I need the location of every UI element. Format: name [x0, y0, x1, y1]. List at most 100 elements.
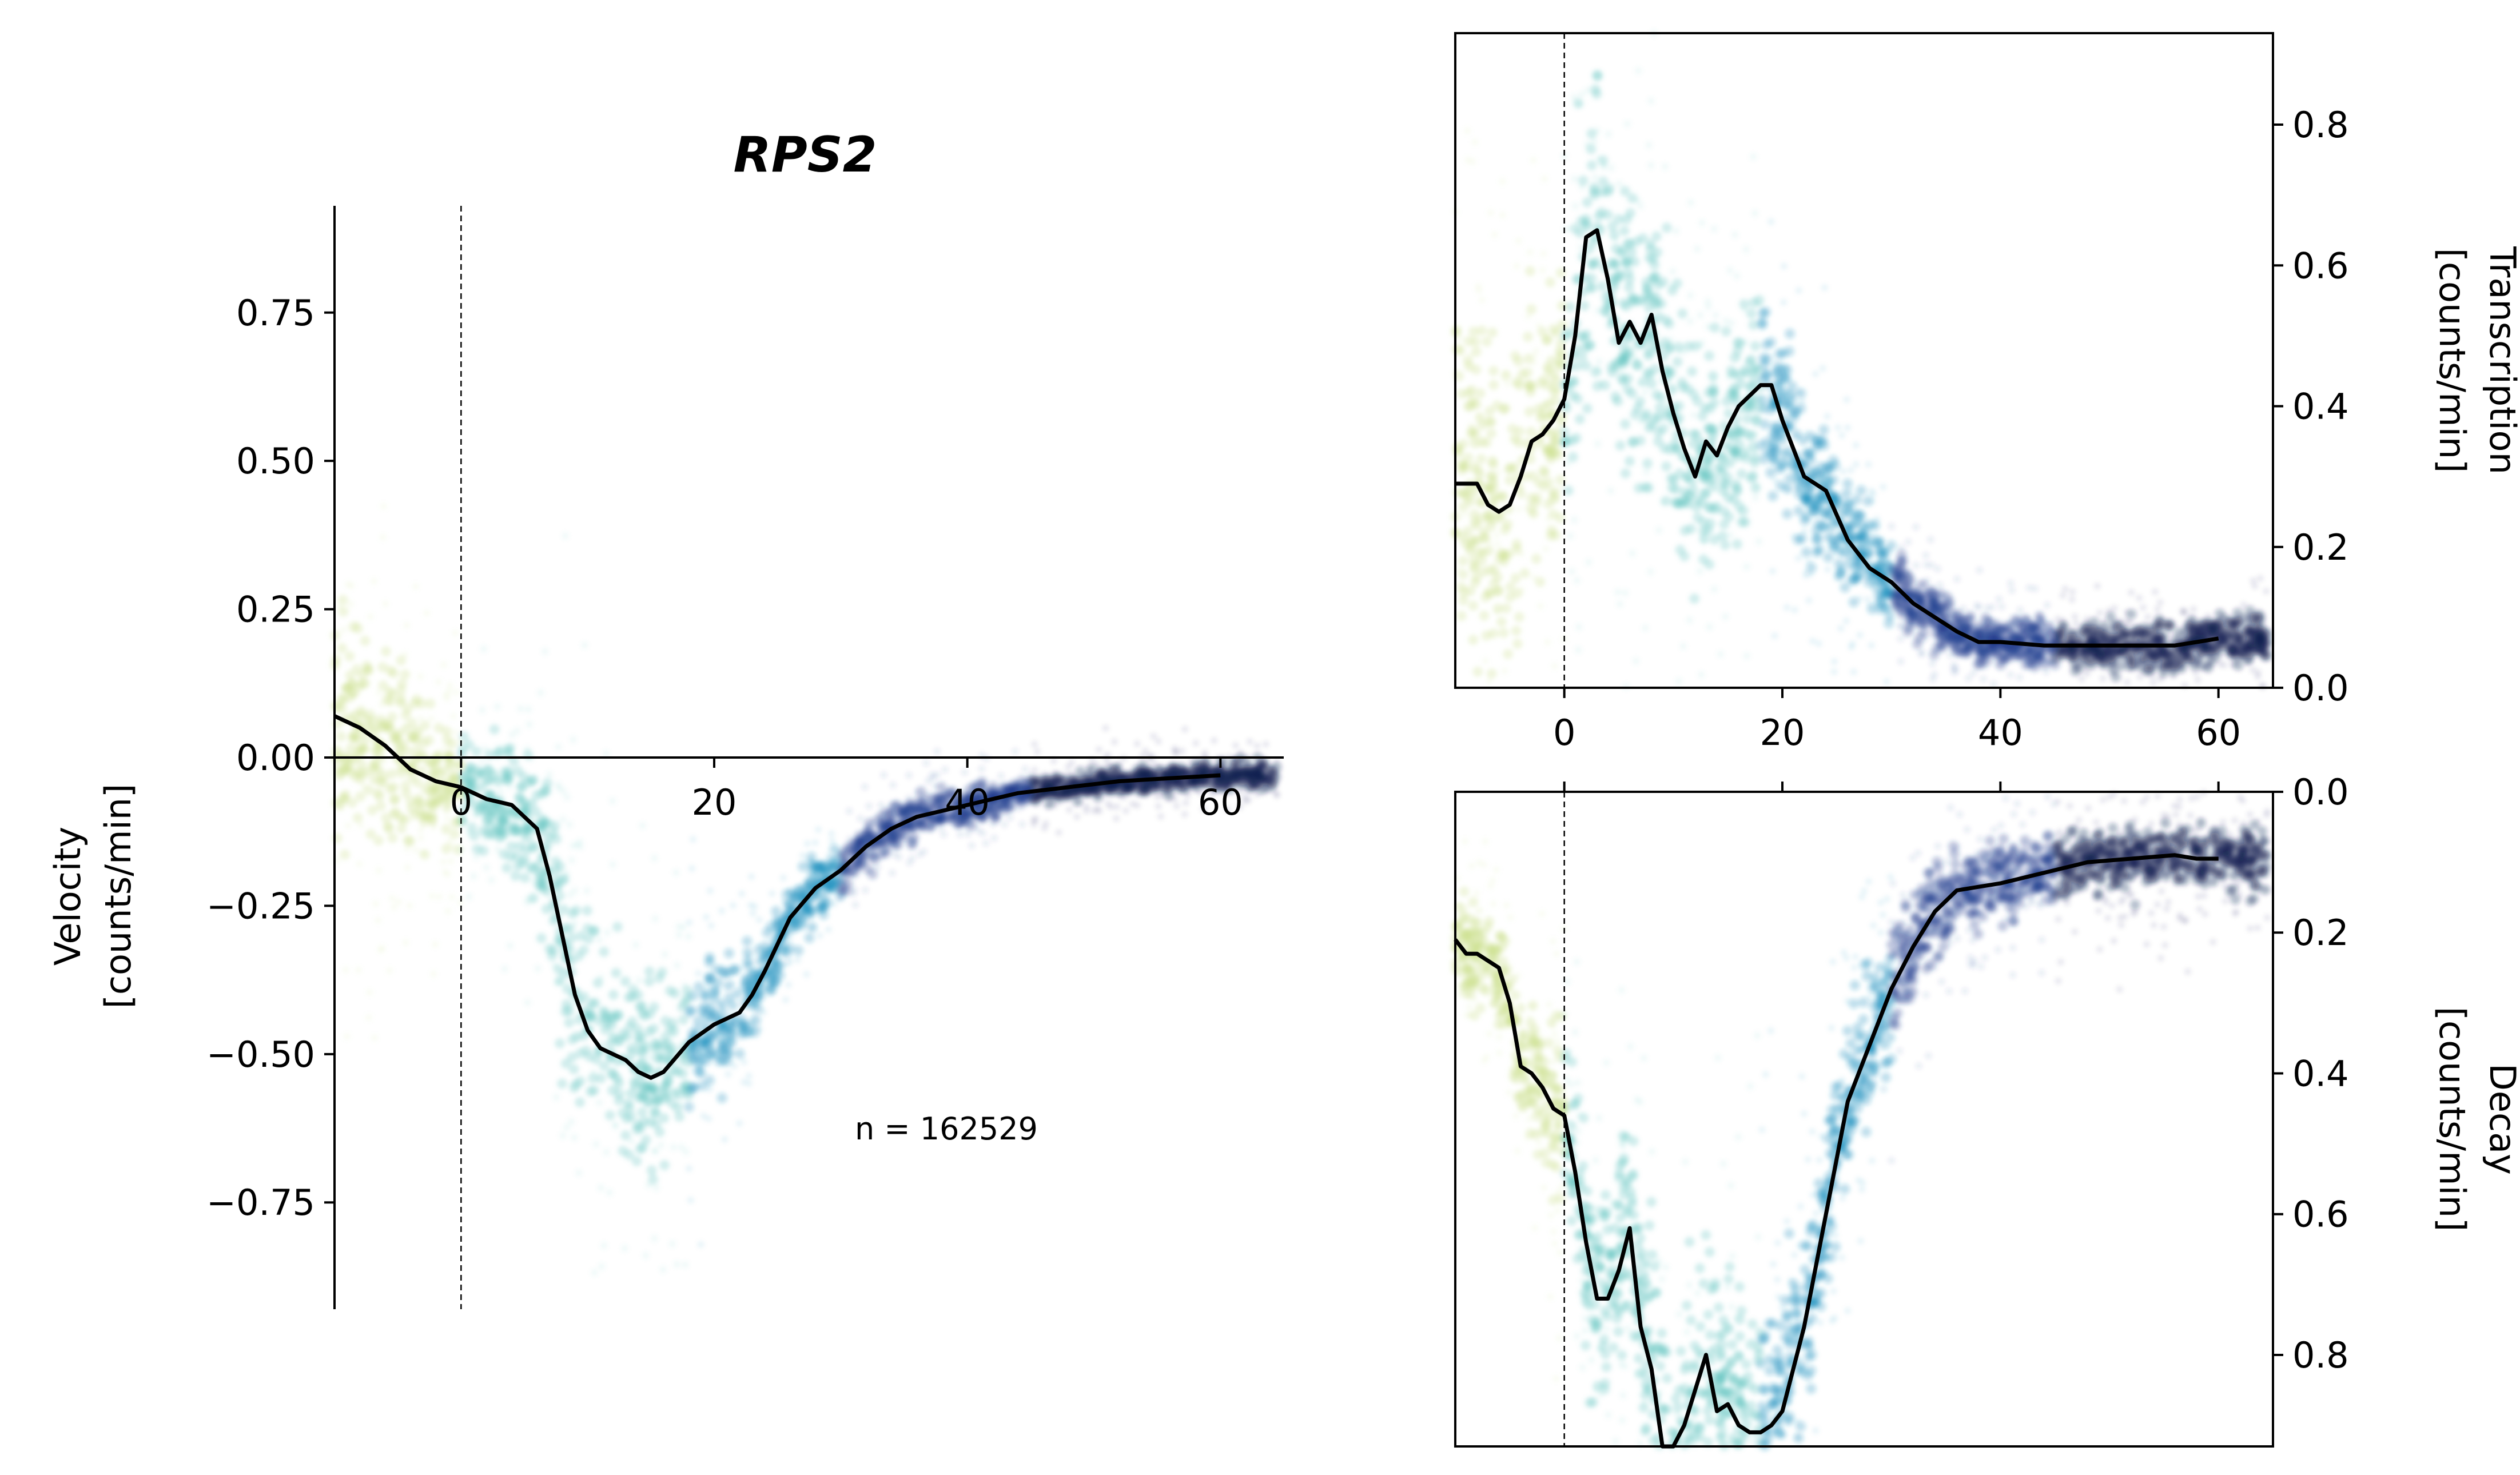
transcription-scatter-point: [1647, 97, 1655, 105]
transcription-scatter-point: [1486, 428, 1497, 439]
transcription-scatter-point: [1645, 141, 1653, 149]
transcription-scatter-point: [1544, 639, 1551, 646]
velocity-scatter-point: [660, 1015, 671, 1026]
velocity-scatter-point: [378, 680, 389, 691]
transcription-scatter-point: [1591, 174, 1599, 181]
velocity-scatter-point: [1173, 802, 1180, 810]
transcription-scatter-point: [1809, 637, 1816, 645]
velocity-scatter-point: [551, 962, 558, 969]
velocity-scatter-point: [667, 1098, 678, 1109]
velocity-scatter-point: [510, 871, 521, 882]
velocity-scatter-point: [534, 965, 542, 972]
velocity-scatter-point: [347, 600, 355, 608]
transcription-scatter-point: [1488, 628, 1499, 639]
transcription-scatter-point: [1623, 120, 1631, 127]
transcription-scatter-point: [1818, 521, 1829, 532]
transcription-scatter-point: [1526, 381, 1536, 392]
transcription-scatter-point: [1535, 322, 1543, 329]
transcription-scatter-point: [1511, 625, 1522, 636]
transcription-scatter-point: [1548, 486, 1559, 497]
velocity-scatter-point: [611, 967, 622, 978]
velocity-scatter-point: [755, 956, 766, 967]
transcription-scatter-point: [1922, 561, 1930, 568]
transcription-scatter-point: [1661, 222, 1672, 233]
velocity-scatter-point: [1154, 738, 1162, 745]
transcription-scatter-point: [1467, 537, 1478, 548]
velocity-scatter-point: [916, 851, 923, 858]
velocity-y-label-line2: [counts/min]: [97, 784, 139, 1008]
velocity-scatter-point: [703, 984, 710, 991]
transcription-scatter-point: [1545, 277, 1555, 288]
transcription-scatter-point: [1659, 498, 1667, 505]
velocity-scatter-point: [562, 983, 573, 994]
velocity-scatter-point: [620, 1130, 631, 1141]
transcription-scatter-point: [1642, 289, 1653, 300]
transcription-scatter-point: [1503, 649, 1514, 659]
velocity-scatter-point: [730, 964, 741, 975]
velocity-scatter-point: [569, 1082, 580, 1093]
velocity-scatter-point: [620, 976, 631, 987]
transcription-scatter-point: [1990, 680, 1997, 688]
velocity-scatter-point: [344, 581, 352, 588]
velocity-scatter-point: [385, 665, 396, 676]
velocity-scatter-point: [830, 900, 838, 907]
velocity-scatter-point: [342, 682, 353, 693]
velocity-scatter-point: [467, 776, 477, 787]
transcription-scatter-point: [1734, 500, 1745, 511]
velocity-scatter-point: [1211, 737, 1218, 744]
transcription-scatter-point: [1830, 668, 1838, 675]
velocity-scatter-point: [707, 922, 715, 930]
transcription-scatter-point: [1478, 296, 1486, 304]
velocity-scatter-point: [596, 1099, 603, 1106]
velocity-scatter-point: [1187, 758, 1195, 766]
transcription-scatter-point: [1868, 641, 1875, 649]
transcription-scatter-point: [1767, 218, 1775, 225]
transcription-scatter-point: [1805, 449, 1816, 460]
velocity-scatter-point: [1021, 766, 1029, 773]
transcription-scatter-point: [2194, 676, 2201, 684]
transcription-scatter-point: [1722, 613, 1729, 620]
transcription-scatter-point: [1575, 623, 1583, 631]
velocity-scatter-point: [493, 846, 501, 853]
transcription-scatter-point: [1779, 388, 1790, 398]
transcription-scatter-point: [1936, 644, 1943, 652]
velocity-scatter-point: [1227, 764, 1237, 775]
velocity-scatter-point: [559, 816, 567, 823]
velocity-scatter-point: [496, 815, 507, 826]
velocity-scatter-point: [524, 746, 531, 753]
transcription-scatter-point: [1607, 367, 1618, 378]
transcription-scatter-point: [2007, 671, 2014, 679]
velocity-scatter-point: [639, 822, 646, 830]
transcription-scatter-point: [1464, 127, 1471, 134]
velocity-scatter-point: [511, 823, 521, 834]
transcription-scatter-point: [1988, 604, 1996, 611]
velocity-scatter-point: [825, 926, 832, 933]
transcription-scatter-point: [1849, 575, 1860, 585]
transcription-scatter-point: [1929, 660, 1936, 667]
transcription-scatter-point: [1856, 485, 1866, 496]
velocity-scatter-point: [979, 830, 986, 837]
velocity-scatter-point: [651, 1235, 658, 1242]
transcription-scatter-point: [1466, 428, 1476, 438]
velocity-scatter-point: [882, 850, 890, 858]
transcription-scatter-point: [1868, 497, 1876, 505]
transcription-scatter-point: [1821, 284, 1828, 292]
velocity-scatter-point: [688, 865, 696, 872]
velocity-scatter-point: [750, 1014, 757, 1022]
velocity-scatter-point: [1157, 813, 1164, 820]
velocity-scatter-point: [631, 1156, 642, 1166]
transcription-scatter-point: [1659, 442, 1670, 453]
velocity-scatter-point: [730, 902, 737, 909]
transcription-scatter-point: [1598, 379, 1605, 386]
transcription-scatter-point: [1842, 617, 1850, 625]
transcription-scatter-point: [1704, 350, 1714, 361]
velocity-scatter-point: [935, 814, 946, 824]
velocity-scatter-point: [521, 833, 532, 844]
velocity-scatter-point: [553, 979, 560, 987]
velocity-scatter-point: [575, 1048, 586, 1059]
transcription-scatter-point: [1471, 346, 1482, 357]
transcription-scatter-point: [1598, 176, 1609, 187]
velocity-scatter-point: [366, 988, 373, 996]
velocity-scatter-point: [515, 794, 526, 804]
velocity-scatter-point: [716, 1038, 727, 1049]
